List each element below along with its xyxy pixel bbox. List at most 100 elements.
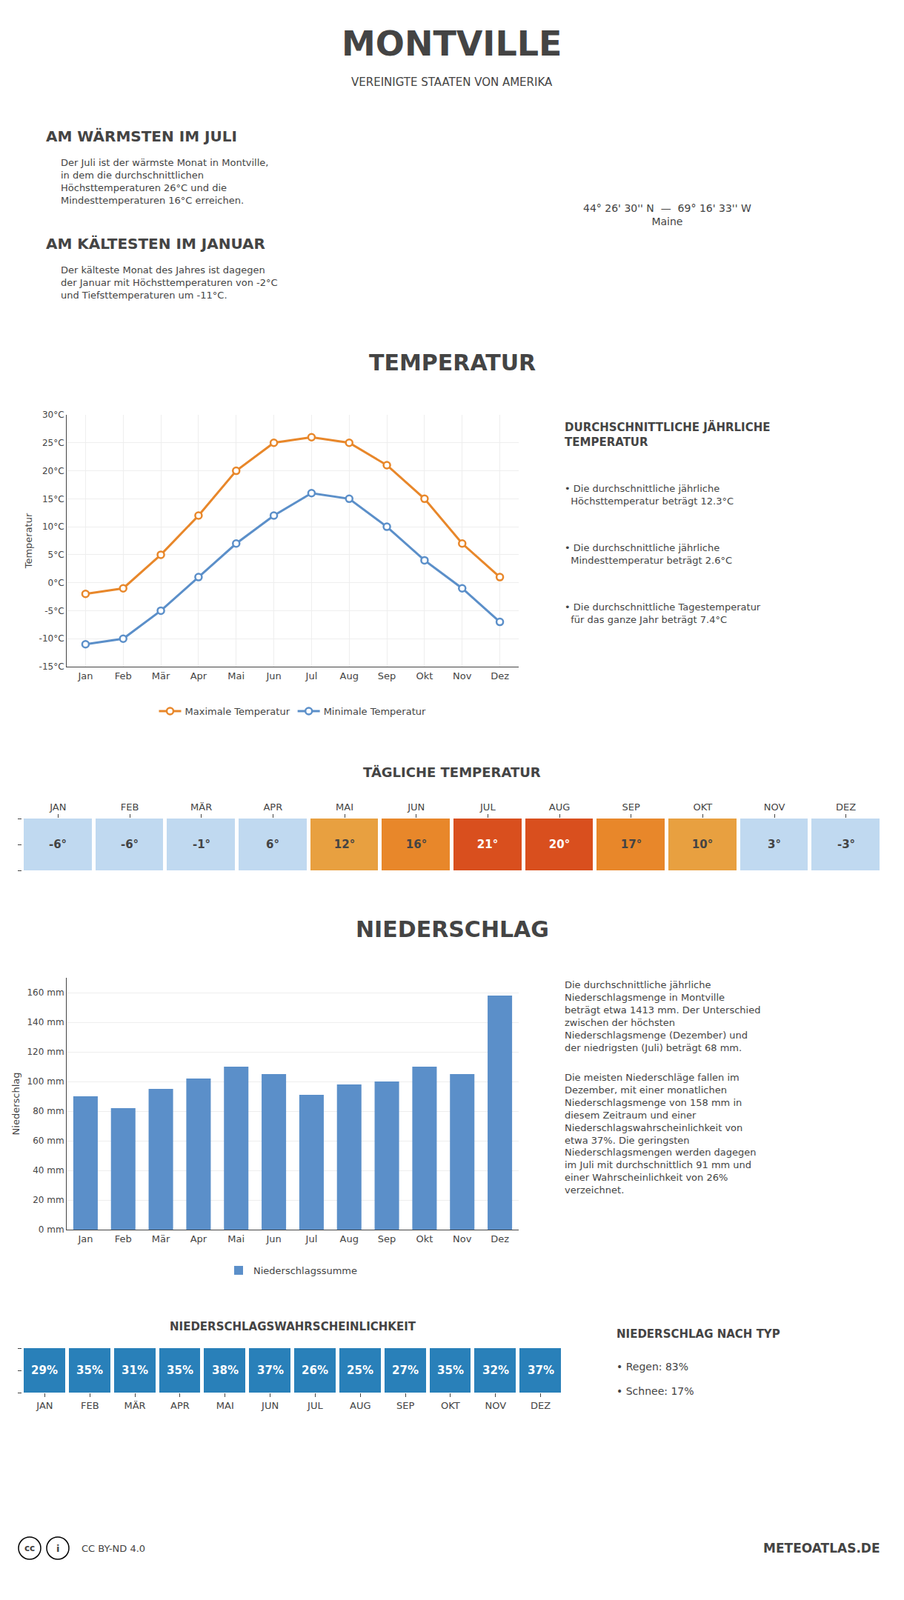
svg-text:AUG: AUG bbox=[349, 1400, 371, 1412]
svg-text:• Die durchschnittliche Tagest: • Die durchschnittliche Tagestemperatur … bbox=[564, 601, 761, 626]
svg-text:30°C: 30°C bbox=[42, 409, 65, 421]
svg-text:TEMPERATUR: TEMPERATUR bbox=[369, 349, 536, 376]
svg-text:Minimale Temperatur: Minimale Temperatur bbox=[323, 706, 427, 718]
svg-text:JAN: JAN bbox=[48, 801, 66, 813]
svg-text:26%: 26% bbox=[301, 1364, 329, 1378]
svg-text:Aug: Aug bbox=[340, 1233, 359, 1245]
svg-text:Jan: Jan bbox=[77, 670, 93, 682]
svg-text:-6°: -6° bbox=[120, 838, 139, 852]
svg-text:20 mm: 20 mm bbox=[32, 1195, 64, 1206]
svg-text:-15°C: -15°C bbox=[39, 661, 65, 673]
svg-text:MÄR: MÄR bbox=[124, 1400, 146, 1412]
svg-text:OKT: OKT bbox=[692, 801, 713, 813]
svg-text:VEREINIGTE STAATEN VON AMERIKA: VEREINIGTE STAATEN VON AMERIKA bbox=[351, 75, 553, 89]
svg-text:20°C: 20°C bbox=[42, 466, 65, 477]
svg-text:NOV: NOV bbox=[763, 801, 786, 813]
svg-text:0°C: 0°C bbox=[48, 577, 65, 589]
svg-text:Jul: Jul bbox=[305, 670, 318, 682]
svg-text:Nov: Nov bbox=[452, 670, 473, 682]
svg-text:Der kälteste Monat des Jahres: Der kälteste Monat des Jahres ist dagege… bbox=[60, 264, 278, 301]
svg-text:Mär: Mär bbox=[151, 1233, 171, 1245]
svg-text:DEZ: DEZ bbox=[835, 801, 856, 813]
svg-text:Mai: Mai bbox=[227, 670, 245, 682]
svg-text:Jan: Jan bbox=[77, 1233, 93, 1245]
svg-text:i: i bbox=[56, 1543, 60, 1555]
svg-text:20°: 20° bbox=[549, 838, 570, 852]
svg-text:80 mm: 80 mm bbox=[32, 1106, 64, 1117]
svg-text:35%: 35% bbox=[76, 1364, 103, 1378]
svg-text:25°C: 25°C bbox=[42, 437, 65, 449]
svg-text:JUN: JUN bbox=[260, 1400, 279, 1412]
svg-text:-3°: -3° bbox=[837, 838, 856, 852]
svg-text:• Die durchschnittliche jährli: • Die durchschnittliche jährliche Höchst… bbox=[564, 483, 734, 507]
svg-text:35%: 35% bbox=[437, 1364, 464, 1378]
svg-text:31%: 31% bbox=[121, 1364, 149, 1378]
svg-text:Okt: Okt bbox=[415, 1233, 433, 1245]
svg-text:44° 26' 30'' N — 69° 16' 33': 44° 26' 30'' N — 69° 16' 33'' WMaine bbox=[583, 202, 752, 228]
svg-text:Jun: Jun bbox=[265, 670, 281, 682]
svg-text:SEP: SEP bbox=[396, 1400, 415, 1412]
svg-text:AM KÄLTESTEN IM JANUAR: AM KÄLTESTEN IM JANUAR bbox=[45, 234, 266, 253]
svg-text:JUN: JUN bbox=[406, 801, 425, 813]
svg-text:Okt: Okt bbox=[415, 670, 433, 682]
svg-text:Apr: Apr bbox=[190, 670, 208, 682]
svg-text:27%: 27% bbox=[391, 1364, 419, 1378]
svg-text:JUL: JUL bbox=[479, 801, 496, 813]
svg-text:Dez: Dez bbox=[490, 670, 510, 682]
svg-text:Der Juli ist der wärmste Monat: Der Juli ist der wärmste Monat in Montvi… bbox=[60, 157, 269, 206]
svg-text:37%: 37% bbox=[527, 1364, 555, 1378]
svg-text:21°: 21° bbox=[477, 838, 498, 852]
svg-text:JUL: JUL bbox=[306, 1400, 324, 1412]
svg-text:APR: APR bbox=[263, 801, 283, 813]
svg-text:TÄGLICHE TEMPERATUR: TÄGLICHE TEMPERATUR bbox=[363, 764, 541, 781]
svg-text:Aug: Aug bbox=[340, 670, 359, 682]
svg-text:120 mm: 120 mm bbox=[26, 1047, 64, 1058]
svg-text:DURCHSCHNITTLICHE JÄHRLICHETEM: DURCHSCHNITTLICHE JÄHRLICHETEMPERATUR bbox=[564, 420, 770, 450]
svg-text:32%: 32% bbox=[482, 1364, 510, 1378]
svg-text:Die durchschnittliche jährlich: Die durchschnittliche jährlicheNiedersch… bbox=[564, 979, 761, 1054]
svg-text:Niederschlagssumme: Niederschlagssumme bbox=[253, 1265, 358, 1277]
svg-text:Temperatur: Temperatur bbox=[22, 512, 35, 570]
svg-text:APR: APR bbox=[170, 1400, 190, 1412]
svg-text:AUG: AUG bbox=[549, 801, 570, 813]
svg-text:16°: 16° bbox=[406, 838, 427, 852]
svg-text:FEB: FEB bbox=[120, 801, 140, 813]
svg-text:NIEDERSCHLAGSWAHRSCHEINLICHKEI: NIEDERSCHLAGSWAHRSCHEINLICHKEIT bbox=[169, 1320, 417, 1334]
svg-text:Dez: Dez bbox=[490, 1233, 510, 1245]
svg-text:Nov: Nov bbox=[452, 1233, 473, 1245]
svg-text:Niederschlag: Niederschlag bbox=[10, 1072, 22, 1136]
svg-text:37%: 37% bbox=[257, 1364, 284, 1378]
svg-text:140 mm: 140 mm bbox=[26, 1017, 64, 1028]
svg-text:Feb: Feb bbox=[114, 1233, 132, 1245]
svg-text:NIEDERSCHLAG NACH TYP: NIEDERSCHLAG NACH TYP bbox=[616, 1327, 781, 1342]
svg-text:100 mm: 100 mm bbox=[26, 1076, 64, 1088]
svg-text:JAN: JAN bbox=[35, 1400, 53, 1412]
svg-text:METEOATLAS.DE: METEOATLAS.DE bbox=[763, 1541, 881, 1557]
svg-text:25%: 25% bbox=[346, 1364, 374, 1378]
svg-text:10°C: 10°C bbox=[42, 521, 65, 533]
svg-text:38%: 38% bbox=[211, 1364, 239, 1378]
svg-text:NIEDERSCHLAG: NIEDERSCHLAG bbox=[355, 916, 550, 943]
svg-text:60 mm: 60 mm bbox=[32, 1135, 64, 1147]
svg-text:DEZ: DEZ bbox=[530, 1400, 551, 1412]
svg-text:5°C: 5°C bbox=[48, 549, 65, 561]
svg-text:Jul: Jul bbox=[305, 1233, 318, 1245]
svg-text:0 mm: 0 mm bbox=[38, 1224, 65, 1236]
svg-text:MAI: MAI bbox=[335, 801, 354, 813]
svg-text:Maximale Temperatur: Maximale Temperatur bbox=[185, 706, 291, 718]
svg-text:• Schnee: 17%: • Schnee: 17% bbox=[616, 1385, 695, 1398]
svg-text:MÄR: MÄR bbox=[190, 801, 212, 813]
svg-text:-1°: -1° bbox=[192, 838, 211, 852]
svg-text:Apr: Apr bbox=[190, 1233, 208, 1245]
svg-text:15°C: 15°C bbox=[42, 494, 65, 505]
svg-text:FEB: FEB bbox=[80, 1400, 100, 1412]
svg-text:3°: 3° bbox=[767, 838, 781, 852]
svg-text:17°: 17° bbox=[620, 838, 642, 852]
svg-text:-5°C: -5°C bbox=[44, 606, 64, 617]
svg-text:NOV: NOV bbox=[484, 1400, 507, 1412]
svg-text:10°: 10° bbox=[692, 838, 713, 852]
svg-text:35%: 35% bbox=[166, 1364, 194, 1378]
svg-text:160 mm: 160 mm bbox=[26, 987, 64, 999]
svg-text:SEP: SEP bbox=[622, 801, 641, 813]
svg-text:Sep: Sep bbox=[377, 1233, 397, 1245]
